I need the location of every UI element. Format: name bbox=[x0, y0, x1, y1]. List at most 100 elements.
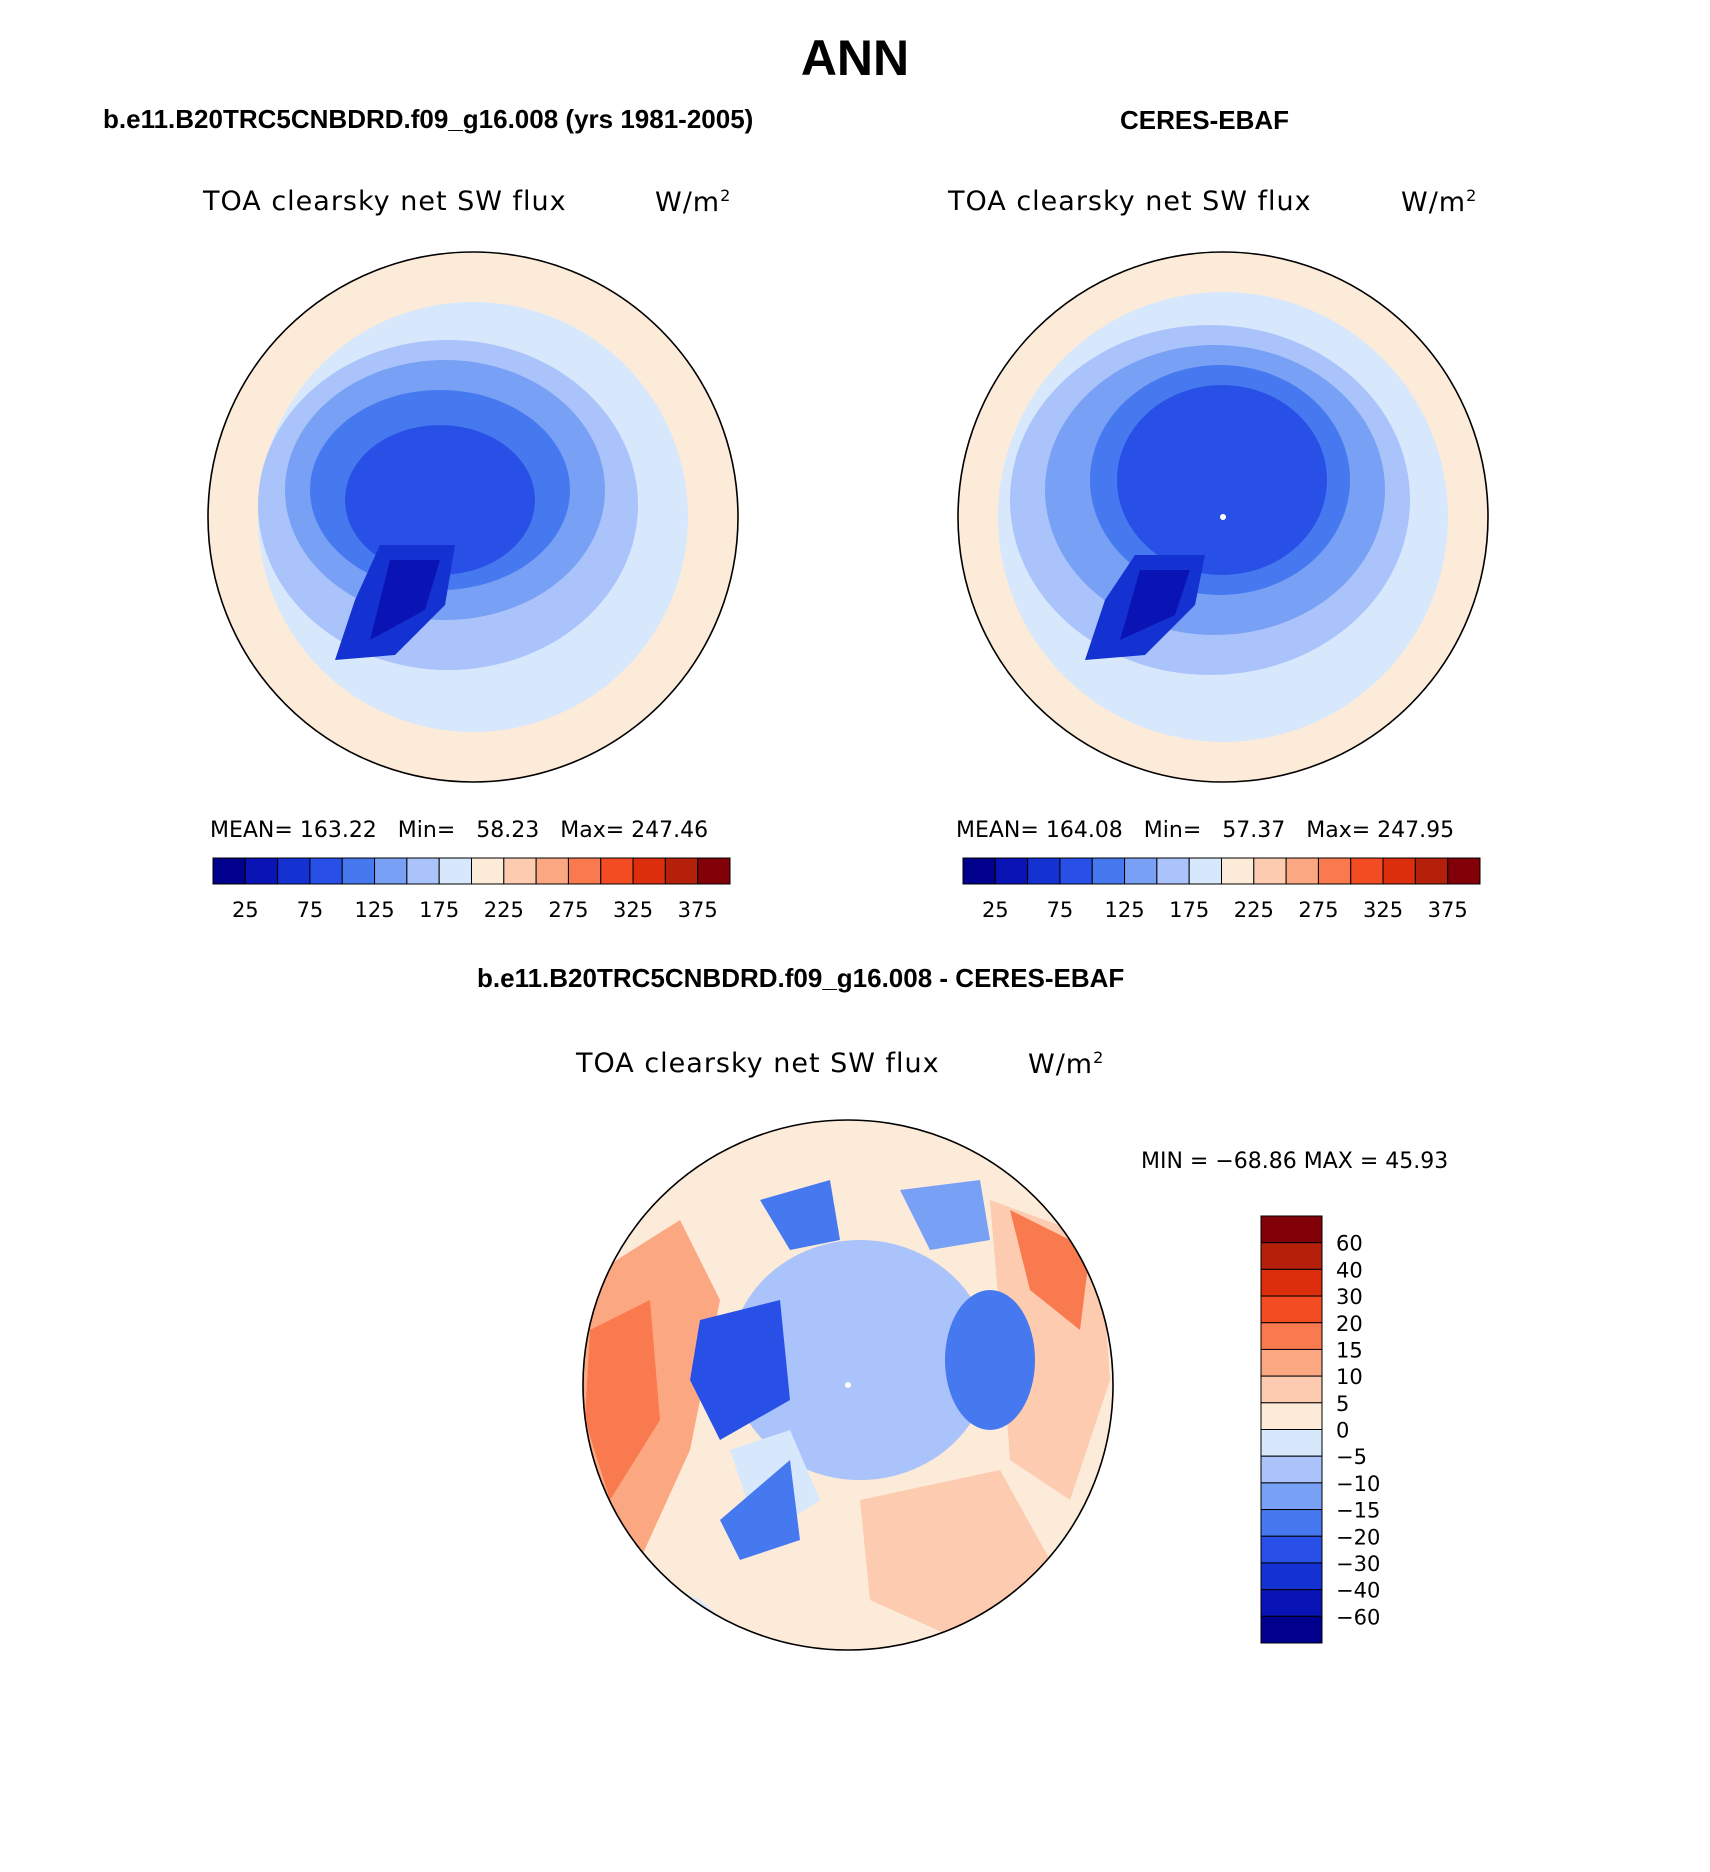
model-colorbar-label: 275 bbox=[548, 898, 588, 922]
model-map-border bbox=[207, 251, 739, 783]
obs-colorbar-box bbox=[1059, 857, 1093, 885]
diff-colorbar-box bbox=[1260, 1215, 1323, 1244]
model-colorbar-box bbox=[697, 857, 731, 885]
diff-colorbar-label: 0 bbox=[1336, 1419, 1349, 1443]
diff-colorbar-label: −60 bbox=[1336, 1605, 1380, 1629]
model-colorbar-box bbox=[277, 857, 311, 885]
model-colorbar-label: 325 bbox=[613, 898, 653, 922]
diff-colorbar-label: −40 bbox=[1336, 1579, 1380, 1603]
diff-colorbar-label: −15 bbox=[1336, 1499, 1380, 1523]
obs-max-label: Max= bbox=[1306, 818, 1371, 843]
obs-stats: MEAN= 164.08 Min= 57.37 Max= 247.95 bbox=[956, 818, 1454, 843]
obs-min-value: 57.37 bbox=[1222, 818, 1286, 843]
obs-colorbar: 25 75 125 175 225 275 325 375 bbox=[962, 857, 1481, 922]
diff-colorbar-box bbox=[1260, 1482, 1323, 1511]
model-max-value: 247.46 bbox=[631, 818, 709, 843]
diff-colorbar-box bbox=[1260, 1322, 1323, 1350]
diff-units: W/m2 bbox=[1028, 1048, 1104, 1080]
diff-colorbar-label: 15 bbox=[1336, 1338, 1363, 1362]
diff-colorbar-box bbox=[1260, 1348, 1323, 1377]
obs-variable-title: TOA clearsky net SW flux bbox=[948, 186, 1312, 217]
obs-map-border bbox=[957, 251, 1489, 783]
model-colorbar-box bbox=[535, 857, 569, 885]
diff-colorbar-box bbox=[1260, 1375, 1323, 1404]
model-colorbar-box bbox=[503, 857, 537, 885]
diff-colorbar-box bbox=[1260, 1295, 1323, 1324]
model-variable-title: TOA clearsky net SW flux bbox=[203, 186, 567, 217]
diff-colorbar-box bbox=[1260, 1242, 1323, 1270]
obs-colorbar-label: 375 bbox=[1428, 898, 1468, 922]
model-colorbar-box bbox=[309, 857, 343, 885]
model-units-base: W/m bbox=[655, 187, 721, 218]
model-colorbar-box bbox=[664, 857, 699, 885]
obs-max-value: 247.95 bbox=[1377, 818, 1455, 843]
obs-mean-label: MEAN= bbox=[956, 818, 1039, 843]
diff-colorbar-label: 5 bbox=[1336, 1392, 1349, 1416]
model-colorbar-label: 375 bbox=[678, 898, 718, 922]
model-colorbar-label: 25 bbox=[232, 898, 259, 922]
obs-colorbar-box bbox=[1253, 857, 1287, 885]
diff-map-border bbox=[582, 1119, 1114, 1651]
model-units-sup: 2 bbox=[720, 186, 732, 205]
obs-colorbar-label: 225 bbox=[1234, 898, 1274, 922]
model-colorbar-box bbox=[600, 857, 634, 885]
obs-colorbar-box bbox=[1350, 857, 1384, 885]
obs-map bbox=[958, 252, 1488, 782]
diff-colorbar-box bbox=[1260, 1509, 1323, 1537]
obs-colorbar-box bbox=[962, 857, 996, 885]
obs-colorbar-label: 175 bbox=[1169, 898, 1209, 922]
diff-colorbar-label: 60 bbox=[1336, 1232, 1363, 1256]
obs-colorbar-label: 325 bbox=[1363, 898, 1403, 922]
obs-colorbar-box bbox=[994, 857, 1029, 885]
diff-colorbar-label: 20 bbox=[1336, 1312, 1363, 1336]
obs-colorbar-box bbox=[1447, 857, 1481, 885]
obs-colorbar-box bbox=[1414, 857, 1449, 885]
model-colorbar-box bbox=[244, 857, 279, 885]
obs-units-base: W/m bbox=[1401, 187, 1467, 218]
obs-units-sup: 2 bbox=[1466, 186, 1478, 205]
model-colorbar-box bbox=[438, 857, 472, 885]
obs-colorbar-label: 125 bbox=[1105, 898, 1145, 922]
diff-colorbar-box bbox=[1260, 1615, 1323, 1644]
diff-colorbar-label: −5 bbox=[1336, 1445, 1367, 1469]
obs-colorbar-box bbox=[1285, 857, 1319, 885]
model-colorbar-box bbox=[406, 857, 440, 885]
model-colorbar-box bbox=[567, 857, 602, 885]
diff-colorbar-box bbox=[1260, 1562, 1323, 1591]
obs-colorbar-box bbox=[1124, 857, 1158, 885]
diff-colorbar-box bbox=[1260, 1589, 1323, 1617]
diff-colorbar-label: −10 bbox=[1336, 1472, 1380, 1496]
obs-min-label: Min= bbox=[1143, 818, 1202, 843]
obs-colorbar-box bbox=[1317, 857, 1352, 885]
diff-map bbox=[583, 1120, 1113, 1650]
diff-colorbar-label: 10 bbox=[1336, 1365, 1363, 1389]
obs-colorbar-label: 275 bbox=[1298, 898, 1338, 922]
model-panel-header: b.e11.B20TRC5CNBDRD.f09_g16.008 (yrs 198… bbox=[103, 104, 754, 134]
obs-mean-value: 164.08 bbox=[1045, 818, 1123, 843]
model-colorbar-box bbox=[212, 857, 246, 885]
model-colorbar-label: 125 bbox=[355, 898, 395, 922]
obs-colorbar-box bbox=[1382, 857, 1416, 885]
obs-colorbar-box bbox=[1156, 857, 1190, 885]
model-colorbar-box bbox=[341, 857, 376, 885]
diff-colorbar-label: −20 bbox=[1336, 1525, 1380, 1549]
diff-colorbar-label: 40 bbox=[1336, 1258, 1363, 1282]
model-units: W/m2 bbox=[655, 186, 731, 218]
model-min-value: 58.23 bbox=[476, 818, 540, 843]
model-mean-value: 163.22 bbox=[299, 818, 377, 843]
model-colorbar-label: 75 bbox=[297, 898, 324, 922]
model-colorbar-label: 225 bbox=[484, 898, 524, 922]
diff-minmax: MIN = −68.86 MAX = 45.93 bbox=[1141, 1149, 1449, 1174]
model-min-label: Min= bbox=[397, 818, 456, 843]
diff-colorbar-box bbox=[1260, 1429, 1323, 1457]
diff-units-base: W/m bbox=[1028, 1049, 1094, 1080]
model-colorbar-box bbox=[374, 857, 408, 885]
model-colorbar-box bbox=[632, 857, 666, 885]
model-colorbar: 25 75 125 175 225 275 325 375 bbox=[212, 857, 731, 922]
diff-colorbar-box bbox=[1260, 1268, 1323, 1297]
obs-colorbar-box bbox=[1027, 857, 1061, 885]
model-stats: MEAN= 163.22 Min= 58.23 Max= 247.46 bbox=[210, 818, 708, 843]
diff-variable-title: TOA clearsky net SW flux bbox=[576, 1048, 940, 1079]
